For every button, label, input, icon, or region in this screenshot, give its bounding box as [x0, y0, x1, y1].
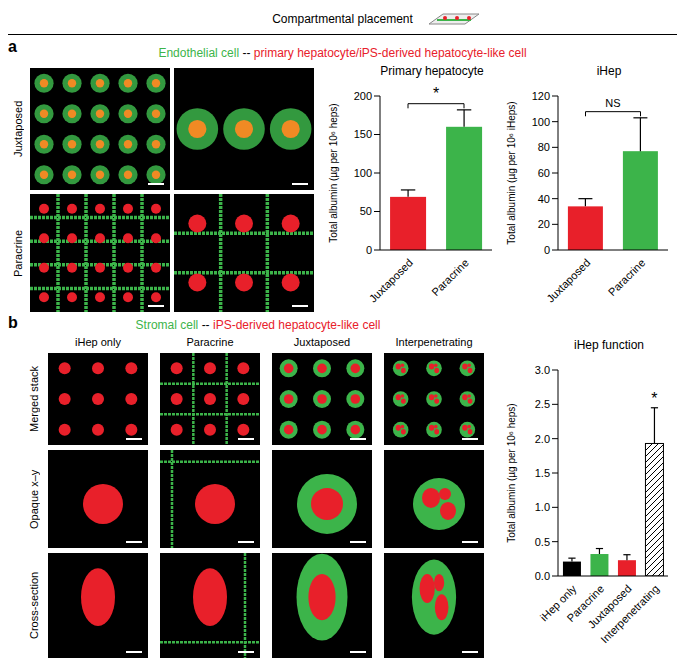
svg-text:80: 80: [538, 141, 550, 153]
html-text:Paracrine: Paracrine: [12, 229, 24, 277]
svg-text:Total albumin (µg per 10⁶ heps: Total albumin (µg per 10⁶ heps): [328, 103, 339, 242]
html-text:Primary hepatocyte: Primary hepatocyte: [380, 64, 484, 78]
svg-text:Juxtaposed: Juxtaposed: [585, 582, 634, 631]
svg-text:Paracrine: Paracrine: [429, 256, 471, 298]
html-text:iHep: iHep: [596, 64, 622, 78]
svg-text:60: 60: [538, 167, 550, 179]
html-text:Paracrine: Paracrine: [186, 336, 234, 348]
svg-text:40: 40: [538, 193, 550, 205]
svg-text:100: 100: [354, 167, 372, 179]
svg-text:Interpenetrating: Interpenetrating: [598, 582, 661, 645]
svg-text:0: 0: [544, 244, 550, 256]
html-text:iHep function: iHep function: [574, 338, 644, 352]
html-text:iHep only: iHep only: [75, 336, 121, 348]
svg-text:Juxtaposed: Juxtaposed: [367, 256, 415, 304]
html-text:Cross-section: Cross-section: [28, 571, 40, 640]
html-text:Merged stack: Merged stack: [28, 366, 40, 432]
html-text:Endothelial cell -- primary he: Endothelial cell -- primary hepatocyte/i…: [158, 46, 527, 60]
svg-text:1.0: 1.0: [535, 501, 550, 513]
html-text:Compartmental placement: Compartmental placement: [272, 12, 413, 26]
svg-text:120: 120: [532, 90, 550, 102]
svg-text:Paracrine: Paracrine: [606, 256, 648, 298]
svg-text:Total albumin (µg per 10⁶ heps: Total albumin (µg per 10⁶ heps): [506, 403, 517, 542]
html-text:Opaque x–y: Opaque x–y: [28, 469, 40, 529]
html-text:Interpenetrating: Interpenetrating: [395, 336, 473, 348]
svg-text:0.0: 0.0: [535, 570, 550, 582]
svg-text:100: 100: [532, 116, 550, 128]
svg-text:0.5: 0.5: [535, 536, 550, 548]
html-text:Juxtaposed: Juxtaposed: [293, 336, 351, 348]
svg-text:Juxtaposed: Juxtaposed: [544, 256, 592, 304]
svg-text:*: *: [651, 390, 657, 407]
svg-text:Paracrine: Paracrine: [564, 582, 607, 625]
svg-text:2.0: 2.0: [535, 433, 550, 445]
svg-text:*: *: [433, 85, 439, 102]
html-text:Stromal cell -- iPS-derived he: Stromal cell -- iPS-derived hepatocyte-l…: [135, 318, 381, 332]
svg-text:50: 50: [360, 205, 372, 217]
html-text:b: b: [8, 314, 18, 331]
svg-text:2.5: 2.5: [535, 398, 550, 410]
html-text:Juxtaposed: Juxtaposed: [12, 100, 24, 158]
svg-text:1.5: 1.5: [535, 467, 550, 479]
svg-text:3.0: 3.0: [535, 364, 550, 376]
svg-text:200: 200: [354, 90, 372, 102]
html-text:a: a: [8, 38, 17, 55]
svg-text:20: 20: [538, 218, 550, 230]
svg-text:0: 0: [366, 244, 372, 256]
svg-text:150: 150: [354, 128, 372, 140]
svg-text:iHep only: iHep only: [537, 582, 579, 624]
svg-text:NS: NS: [605, 97, 620, 109]
svg-text:Total albumin (µg per 10⁶ iHep: Total albumin (µg per 10⁶ iHeps): [506, 101, 517, 244]
